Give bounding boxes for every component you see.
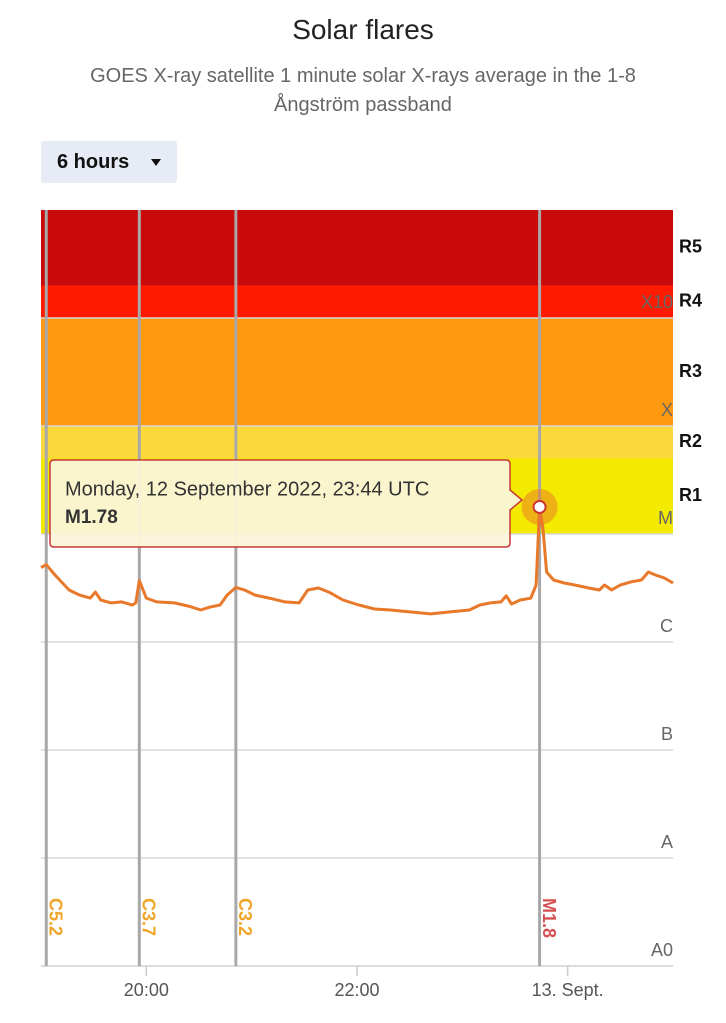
- range-label[interactable]: 6 hours: [57, 151, 130, 173]
- chart-subtitle: GOES X-ray satellite 1 minute solar X-ra…: [90, 65, 636, 116]
- tooltip-box: [49, 459, 524, 548]
- flare-label: C3.7: [139, 898, 159, 936]
- y-tick-label: X10: [641, 292, 673, 312]
- y-tick-label: B: [661, 724, 673, 744]
- risk-band: [41, 318, 673, 426]
- risk-band: [41, 426, 673, 459]
- band-label: R1: [679, 485, 702, 505]
- band-label: R5: [679, 236, 702, 256]
- tooltip-text: Monday, 12 September 2022, 23:44 UTC: [65, 478, 429, 500]
- risk-band: [41, 285, 673, 318]
- flare-label: M1.8: [539, 898, 559, 938]
- band-label: R3: [679, 361, 702, 381]
- hover-point: [532, 499, 547, 514]
- y-tick-label: X: [661, 400, 673, 420]
- flare-label: C5.2: [46, 898, 66, 936]
- tooltip: Monday, 12 September 2022, 23:44 UTC M1.7…: [49, 459, 524, 548]
- band-label: R2: [679, 431, 702, 451]
- band-label: R4: [679, 290, 702, 310]
- flare-label: C3.2: [235, 898, 255, 936]
- dropdown-arrow[interactable]: [151, 159, 161, 167]
- x-tick-label: 20:00: [124, 980, 169, 1000]
- y-tick-label: A0: [651, 940, 673, 960]
- y-tick-label: C: [660, 616, 673, 636]
- y-tick-label: M: [658, 508, 673, 528]
- x-tick-label: 22:00: [334, 980, 379, 1000]
- tooltip-value: M1.78: [65, 507, 118, 528]
- risk-band: [41, 210, 673, 286]
- range-selector[interactable]: 6 hours: [41, 141, 177, 183]
- y-tick-label: A: [661, 832, 673, 852]
- flux-line: [40, 505, 674, 616]
- x-tick-label: 13. Sept.: [532, 980, 604, 1000]
- chart-title: Solar flares: [292, 14, 434, 45]
